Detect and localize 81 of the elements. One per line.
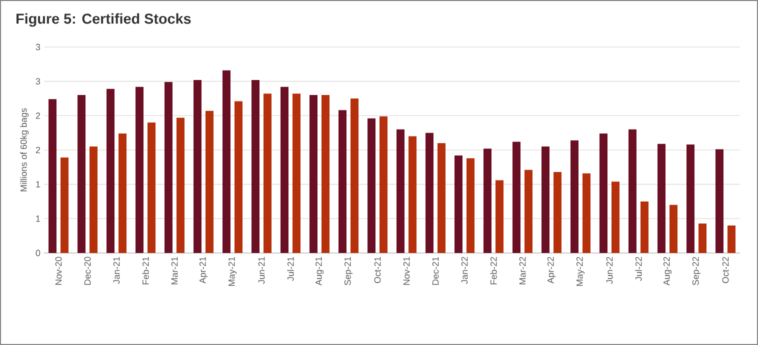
bar [698, 223, 706, 253]
x-tick-label: Oct-21 [374, 256, 381, 284]
bar [48, 99, 57, 253]
bar [715, 149, 724, 253]
bar [106, 88, 115, 253]
y-tick-label: 1 [36, 216, 40, 222]
bar [554, 172, 562, 253]
bar [176, 118, 185, 253]
y-tick-label: 3 [36, 44, 40, 50]
x-tick-label: Dec-20 [84, 256, 91, 285]
bar [164, 82, 173, 253]
y-tick-label: 3 [36, 78, 40, 85]
y-axis-title: Millions of 60kg bags [20, 108, 29, 192]
bar [686, 144, 694, 253]
bar [264, 94, 272, 253]
bar [438, 143, 446, 253]
bar [252, 80, 260, 253]
bar [425, 132, 434, 253]
bar [368, 118, 376, 253]
x-tick-label: Nov-21 [403, 256, 410, 285]
x-tick-label: Mar-22 [519, 256, 526, 284]
bar [582, 173, 590, 253]
bar [60, 158, 69, 253]
x-tick-label: Jul-21 [287, 256, 294, 281]
y-tick-label: 2 [36, 146, 40, 154]
x-tick-label: May-22 [576, 256, 585, 286]
bar [496, 180, 504, 253]
bar [234, 101, 243, 253]
x-tick-label: Jan-21 [113, 256, 120, 284]
bar [524, 170, 532, 253]
bar [454, 155, 462, 253]
bar [570, 140, 578, 253]
x-tick-label: May-21 [228, 256, 237, 286]
x-tick-label: Jun-21 [258, 256, 265, 284]
bar [136, 86, 144, 253]
y-tick-label: 1 [36, 181, 40, 188]
bar [350, 98, 359, 253]
bar [669, 204, 678, 253]
bar [310, 95, 318, 253]
x-tick-label: Dec-21 [432, 256, 439, 285]
bar [222, 70, 231, 253]
bar [408, 136, 417, 253]
bar [118, 134, 127, 253]
bar [194, 80, 202, 253]
bar [322, 95, 330, 253]
bar [206, 110, 214, 253]
x-tick-label: Feb-21 [142, 256, 149, 284]
bar [612, 182, 620, 253]
x-tick-label: Jan-22 [461, 256, 468, 284]
bar [380, 116, 388, 253]
x-tick-label: Apr-21 [199, 256, 208, 284]
x-tick-label: Jun-22 [606, 256, 613, 284]
bar [541, 146, 550, 253]
x-tick-label: Aug-21 [315, 256, 324, 286]
bar [483, 148, 492, 253]
chart-title: Figure 5: Certified Stocks [16, 13, 191, 27]
x-tick-label: Sep-22 [692, 256, 701, 286]
x-tick-label: Aug-22 [663, 256, 672, 286]
bar [628, 129, 636, 253]
bar [78, 95, 86, 253]
x-tick-label: Sep-21 [344, 256, 353, 286]
x-tick-label: Mar-21 [171, 256, 178, 284]
y-tick-label: 0 [36, 250, 40, 256]
bar [148, 122, 156, 253]
x-tick-label: Nov-20 [55, 256, 62, 285]
bar [396, 129, 404, 253]
bar [640, 201, 648, 253]
x-tick-label: Apr-22 [547, 256, 556, 284]
x-tick-label: Jul-22 [635, 256, 642, 281]
bar [599, 134, 608, 253]
bar [90, 146, 98, 253]
bar [657, 144, 666, 253]
x-tick-label: Oct-22 [722, 256, 729, 284]
bar [292, 94, 301, 253]
y-tick-label: 2 [36, 112, 40, 119]
bar [512, 142, 520, 253]
bar [280, 86, 289, 253]
x-tick-label: Feb-22 [490, 256, 497, 284]
bar [727, 226, 736, 253]
bar [338, 110, 346, 253]
bar [466, 158, 474, 253]
